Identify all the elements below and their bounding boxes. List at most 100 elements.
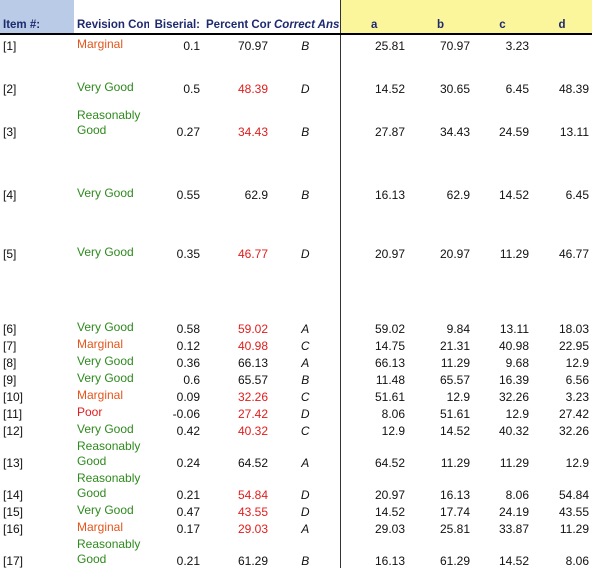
- option-c-cell[interactable]: 14.52: [498, 187, 529, 202]
- option-b-cell[interactable]: 70.97: [439, 38, 470, 53]
- item-cell[interactable]: [3]: [3, 124, 17, 139]
- header-revision-comments[interactable]: Revision Comments: [74, 0, 149, 35]
- option-d-cell[interactable]: 12.9: [565, 355, 589, 370]
- biserial-cell[interactable]: -0.06: [172, 406, 200, 421]
- percent-correct-cell[interactable]: 40.32: [237, 423, 268, 438]
- option-c-cell[interactable]: 40.32: [498, 423, 529, 438]
- option-d-cell[interactable]: 6.45: [565, 187, 589, 202]
- option-d-cell[interactable]: 6.56: [565, 372, 589, 387]
- option-a-cell[interactable]: 59.02: [374, 321, 405, 336]
- percent-correct-cell[interactable]: 46.77: [237, 246, 268, 261]
- option-b-cell[interactable]: 11.29: [440, 455, 470, 470]
- correct-answer-cell[interactable]: C: [271, 387, 341, 404]
- option-b-cell[interactable]: 12.9: [446, 389, 470, 404]
- correct-answer-cell[interactable]: D: [271, 404, 341, 421]
- correct-answer-cell[interactable]: B: [271, 96, 341, 139]
- percent-correct-cell[interactable]: 59.02: [237, 321, 268, 336]
- biserial-cell[interactable]: 0.12: [176, 338, 200, 353]
- option-c-cell[interactable]: 11.29: [499, 455, 529, 470]
- item-cell[interactable]: [12]: [3, 423, 24, 438]
- percent-correct-cell[interactable]: 43.55: [237, 504, 268, 519]
- biserial-cell[interactable]: 0.55: [176, 187, 200, 202]
- option-c-cell[interactable]: 40.98: [498, 338, 529, 353]
- option-a-cell[interactable]: 66.13: [374, 355, 405, 370]
- header-biserial[interactable]: Biserial:: [149, 0, 203, 35]
- option-a-cell[interactable]: 51.61: [374, 389, 405, 404]
- option-d-cell[interactable]: 43.55: [558, 504, 589, 519]
- percent-correct-cell[interactable]: 29.03: [237, 521, 268, 536]
- item-cell[interactable]: [17]: [3, 553, 24, 568]
- revision-comment-cell[interactable]: Reasonably Good: [77, 471, 141, 500]
- option-c-cell[interactable]: 16.39: [498, 372, 529, 387]
- header-c[interactable]: c: [473, 0, 532, 35]
- option-a-cell[interactable]: 14.52: [374, 81, 405, 96]
- option-a-cell[interactable]: 14.52: [374, 504, 405, 519]
- option-a-cell[interactable]: 16.13: [374, 553, 405, 568]
- header-b[interactable]: b: [408, 0, 473, 35]
- option-c-cell[interactable]: 32.26: [498, 389, 529, 404]
- option-a-cell[interactable]: 8.06: [381, 406, 405, 421]
- biserial-cell[interactable]: 0.36: [176, 355, 200, 370]
- option-c-cell[interactable]: 8.06: [505, 487, 529, 502]
- correct-answer-cell[interactable]: D: [271, 53, 341, 96]
- option-d-cell[interactable]: [532, 34, 592, 53]
- option-a-cell[interactable]: 29.03: [374, 521, 405, 536]
- item-cell[interactable]: [8]: [3, 355, 17, 370]
- option-c-cell[interactable]: 11.29: [499, 246, 529, 261]
- header-a[interactable]: a: [340, 0, 408, 35]
- percent-correct-cell[interactable]: 66.13: [237, 355, 268, 370]
- option-b-cell[interactable]: 17.74: [439, 504, 470, 519]
- option-c-cell[interactable]: 3.23: [505, 38, 529, 53]
- option-a-cell[interactable]: 20.97: [374, 246, 405, 261]
- revision-comment-cell[interactable]: Very Good: [77, 354, 134, 368]
- biserial-cell[interactable]: 0.27: [176, 124, 200, 139]
- correct-answer-cell[interactable]: D: [271, 502, 341, 519]
- item-cell[interactable]: [11]: [3, 406, 23, 421]
- biserial-cell[interactable]: 0.24: [176, 455, 200, 470]
- header-correct-answer[interactable]: Correct Answer:: [271, 0, 341, 35]
- biserial-cell[interactable]: 0.47: [176, 504, 200, 519]
- option-d-cell[interactable]: 22.95: [558, 338, 589, 353]
- option-a-cell[interactable]: 25.81: [374, 38, 405, 53]
- revision-comment-cell[interactable]: Very Good: [77, 80, 134, 94]
- revision-comment-cell[interactable]: Reasonably Good: [77, 439, 141, 468]
- option-b-cell[interactable]: 21.31: [439, 338, 470, 353]
- option-d-cell[interactable]: 3.23: [565, 389, 589, 404]
- revision-comment-cell[interactable]: Very Good: [77, 503, 134, 517]
- revision-comment-cell[interactable]: Reasonably Good: [77, 108, 141, 137]
- option-d-cell[interactable]: 46.77: [558, 246, 589, 261]
- option-c-cell[interactable]: 24.59: [498, 124, 529, 139]
- option-c-cell[interactable]: 6.45: [505, 81, 529, 96]
- revision-comment-cell[interactable]: Marginal: [77, 388, 124, 402]
- biserial-cell[interactable]: 0.1: [183, 38, 200, 53]
- item-cell[interactable]: [1]: [3, 38, 17, 53]
- option-b-cell[interactable]: 30.65: [439, 81, 470, 96]
- option-b-cell[interactable]: 62.9: [446, 187, 470, 202]
- percent-correct-cell[interactable]: 64.52: [237, 455, 268, 470]
- item-cell[interactable]: [13]: [3, 455, 24, 470]
- option-c-cell[interactable]: 9.68: [505, 355, 529, 370]
- option-b-cell[interactable]: 14.52: [439, 423, 470, 438]
- option-d-cell[interactable]: 27.42: [558, 406, 589, 421]
- percent-correct-cell[interactable]: 32.26: [237, 389, 268, 404]
- percent-correct-cell[interactable]: 70.97: [237, 38, 268, 53]
- option-b-cell[interactable]: 51.61: [439, 406, 470, 421]
- option-d-cell[interactable]: 18.03: [558, 321, 589, 336]
- revision-comment-cell[interactable]: Very Good: [77, 422, 134, 436]
- revision-comment-cell[interactable]: Marginal: [77, 520, 124, 534]
- revision-comment-cell[interactable]: Very Good: [77, 320, 134, 334]
- option-d-cell[interactable]: 12.9: [565, 455, 589, 470]
- biserial-cell[interactable]: 0.17: [176, 521, 200, 536]
- correct-answer-cell[interactable]: A: [271, 519, 341, 536]
- correct-answer-cell[interactable]: D: [271, 202, 341, 261]
- option-a-cell[interactable]: 12.9: [381, 423, 405, 438]
- item-cell[interactable]: [6]: [3, 321, 17, 336]
- correct-answer-cell[interactable]: B: [271, 370, 341, 387]
- biserial-cell[interactable]: 0.21: [176, 553, 200, 568]
- correct-answer-cell[interactable]: A: [271, 353, 341, 370]
- item-cell[interactable]: [9]: [3, 372, 17, 387]
- option-b-cell[interactable]: 16.13: [439, 487, 470, 502]
- biserial-cell[interactable]: 0.21: [176, 487, 200, 502]
- option-a-cell[interactable]: 16.13: [374, 187, 405, 202]
- option-a-cell[interactable]: 11.48: [375, 372, 405, 387]
